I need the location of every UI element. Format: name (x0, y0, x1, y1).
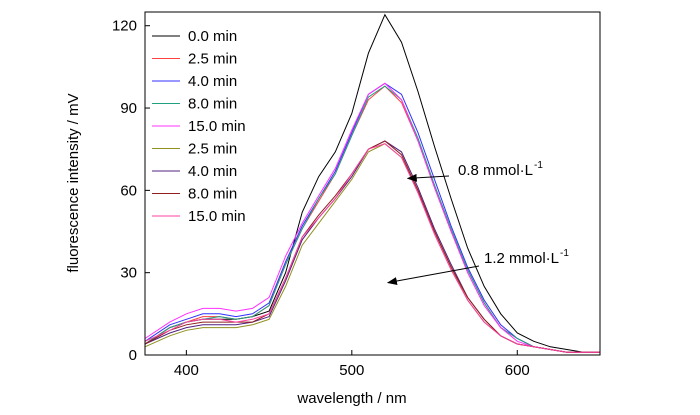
legend: 0.0 min 2.5 min 4.0 min 8.0 min 15.0 min 2.5 … (152, 28, 246, 225)
legend-label: 8.0 min (188, 186, 237, 203)
annotation-label: 1.2 mmol·L (484, 250, 559, 267)
y-tick-label: 120 (112, 18, 137, 35)
y-tick-label: 30 (120, 265, 137, 282)
series-line-4 (144, 82, 600, 353)
series-layer (144, 13, 600, 353)
plot-frame (144, 11, 601, 356)
series-line-8 (144, 143, 600, 353)
x-tick-label: 500 (339, 362, 364, 379)
x-axis-title: wavelength / nm (296, 390, 406, 407)
legend-label: 15.0 min (188, 118, 246, 135)
x-tick-label: 600 (505, 362, 530, 379)
annotation-arrow (406, 173, 450, 182)
x-tick-label: 400 (174, 362, 199, 379)
annotation-superscript: -1 (560, 248, 569, 259)
y-tick-label: 60 (120, 182, 137, 199)
axis-ticks: 400 500 600 0 30 60 90 120 (112, 18, 530, 379)
annotation-label: 0.8 mmol·L (458, 162, 533, 179)
legend-label: 4.0 min (188, 73, 237, 90)
y-axis-title: fluorescence intensity / mV (65, 93, 82, 272)
legend-label: 2.5 min (188, 141, 237, 158)
legend-label: 0.0 min (188, 28, 237, 45)
legend-label: 2.5 min (188, 51, 237, 68)
y-tick-label: 0 (129, 347, 137, 364)
series-line-3 (144, 85, 600, 353)
annotations: 0.8 mmol·L -11.2 mmol·L -1 (386, 160, 569, 285)
legend-label: 15.0 min (188, 208, 246, 225)
annotation-arrow (386, 265, 480, 285)
annotation-superscript: -1 (534, 160, 543, 171)
y-tick-label: 90 (120, 100, 137, 117)
legend-label: 4.0 min (188, 163, 237, 180)
legend-label: 8.0 min (188, 96, 237, 113)
series-line-0 (144, 13, 600, 353)
